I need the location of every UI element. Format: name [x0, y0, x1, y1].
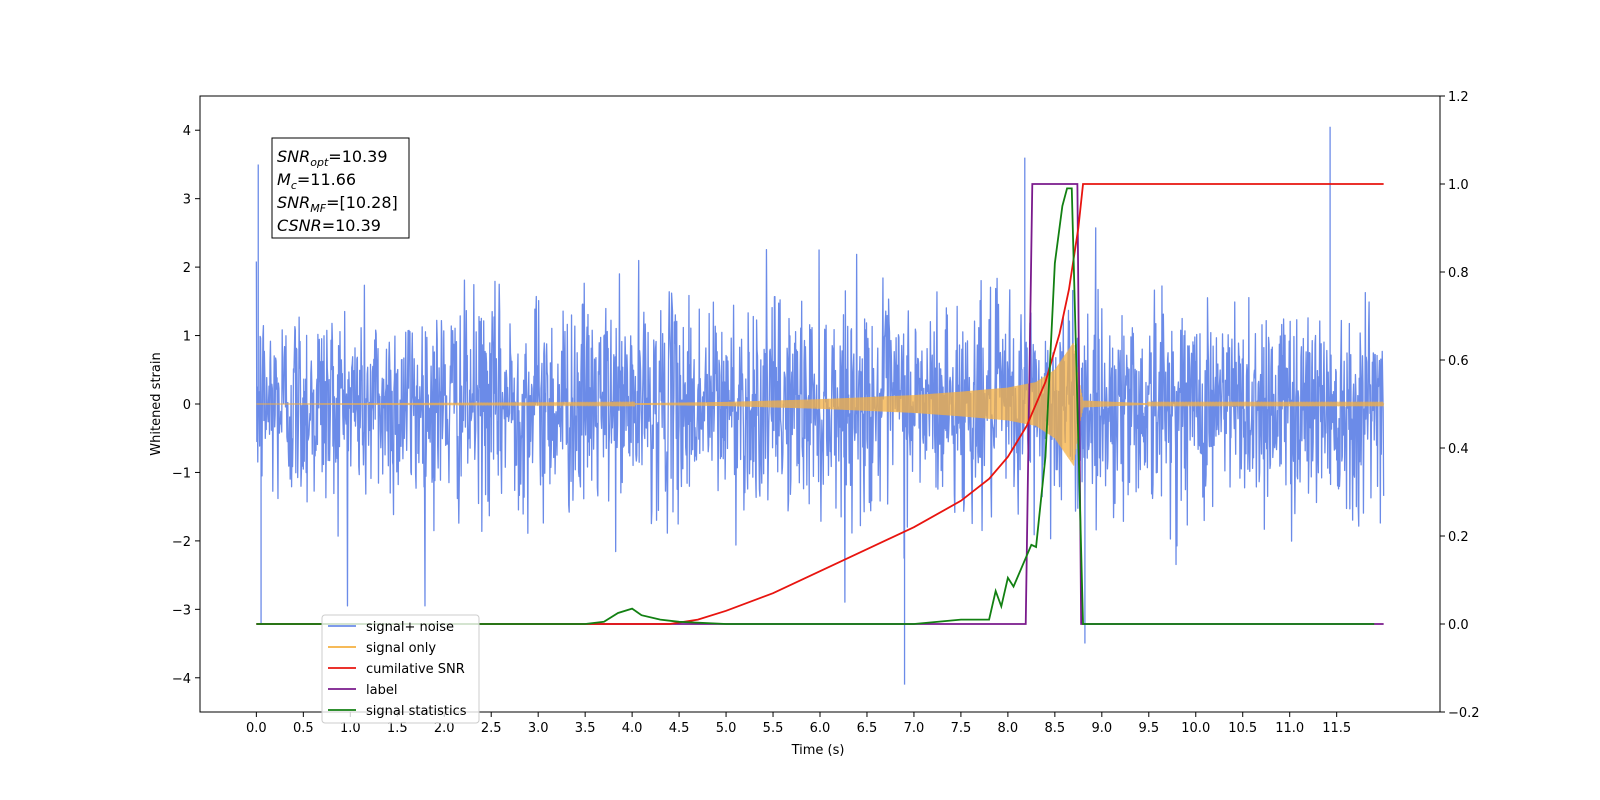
legend-frame	[321, 614, 480, 724]
stats-line: Mc=11.66	[277, 170, 356, 192]
series-signal-only	[256, 342, 1385, 466]
stats-line: SNRMF=[10.28]	[277, 193, 398, 215]
y-right-tick-label: 0.4	[1448, 442, 1469, 457]
x-tick-label: 7.5	[951, 721, 972, 736]
stats-box: SNRopt=10.39Mc=11.66SNRMF=[10.28]CSNR=10…	[271, 137, 410, 239]
x-tick-label: 5.5	[763, 721, 784, 736]
x-tick-label: 2.0	[434, 721, 455, 736]
y-left-tick-label: 0	[183, 398, 191, 413]
y-right-tick-label: 0.2	[1448, 530, 1469, 545]
series-signal-noise	[255, 126, 1385, 685]
y-left-tick-label: −1	[172, 466, 191, 481]
y-right-tick-label: −0.2	[1448, 706, 1480, 721]
y-left-tick-label: −2	[172, 535, 191, 550]
y-right-tick-label: 1.0	[1448, 178, 1469, 193]
y-left-tick-label: 3	[183, 193, 191, 208]
x-tick-label: 11.5	[1322, 721, 1351, 736]
stats-line: CSNR=10.39	[277, 216, 381, 235]
x-tick-label: 9.5	[1138, 721, 1159, 736]
x-tick-label: 8.5	[1045, 721, 1066, 736]
y-left-tick-label: 4	[183, 124, 191, 139]
legend: signal+ noise signal only cumilative SNR la…	[321, 614, 480, 724]
x-tick-label: 0.5	[293, 721, 314, 736]
x-axis-label: Time (s)	[791, 743, 845, 758]
x-tick-label: 11.0	[1275, 721, 1304, 736]
y-right-tick-label: 0.6	[1448, 354, 1469, 369]
x-tick-label: 3.5	[575, 721, 596, 736]
legend-label: label	[366, 683, 397, 698]
series-cumulative-snr	[256, 183, 1384, 625]
x-tick-label: 6.5	[857, 721, 878, 736]
y-left-tick-label: 2	[183, 261, 191, 276]
x-tick-label: 10.5	[1228, 721, 1257, 736]
legend-label: signal only	[366, 641, 436, 656]
y-axis-left: −4 −3 −2 −1 0 1 2 3 4	[172, 124, 200, 687]
x-tick-label: 5.0	[716, 721, 737, 736]
y-right-tick-label: 0.8	[1448, 266, 1469, 281]
y-axis-label-left: Whitened strain	[149, 352, 164, 455]
x-tick-label: 4.0	[622, 721, 643, 736]
x-tick-label: 2.5	[481, 721, 502, 736]
stats-box-frame	[271, 137, 410, 239]
x-tick-label: 1.0	[340, 721, 361, 736]
y-left-tick-label: −3	[172, 603, 191, 618]
y-left-tick-label: −4	[172, 672, 191, 687]
x-axis: 0.0 0.5 1.0 1.5 2.0 2.5 3.0 3.5 4.0 4.5 5.0 5.5 6.0 6…	[246, 712, 1351, 736]
y-right-tick-label: 1.2	[1448, 90, 1469, 105]
legend-label: signal statistics	[366, 704, 467, 719]
x-tick-label: 7.0	[904, 721, 925, 736]
x-tick-label: 0.0	[246, 721, 267, 736]
x-tick-label: 4.5	[669, 721, 690, 736]
legend-label: signal+ noise	[366, 620, 454, 635]
y-right-tick-label: 0.0	[1448, 618, 1469, 633]
x-tick-label: 3.0	[528, 721, 549, 736]
x-tick-label: 6.0	[810, 721, 831, 736]
series-layer	[255, 126, 1385, 685]
x-tick-label: 1.5	[387, 721, 408, 736]
stats-line: SNRopt=10.39	[277, 147, 388, 169]
x-tick-label: 9.0	[1091, 721, 1112, 736]
y-left-tick-label: 1	[183, 330, 191, 345]
x-tick-label: 8.0	[998, 721, 1019, 736]
legend-label: cumilative SNR	[366, 662, 465, 677]
series-signal-statistics	[256, 187, 1375, 625]
y-axis-right: −0.2 0.0 0.2 0.4 0.6 0.8 1.0 1.2	[1440, 90, 1480, 721]
x-tick-label: 10.0	[1181, 721, 1210, 736]
